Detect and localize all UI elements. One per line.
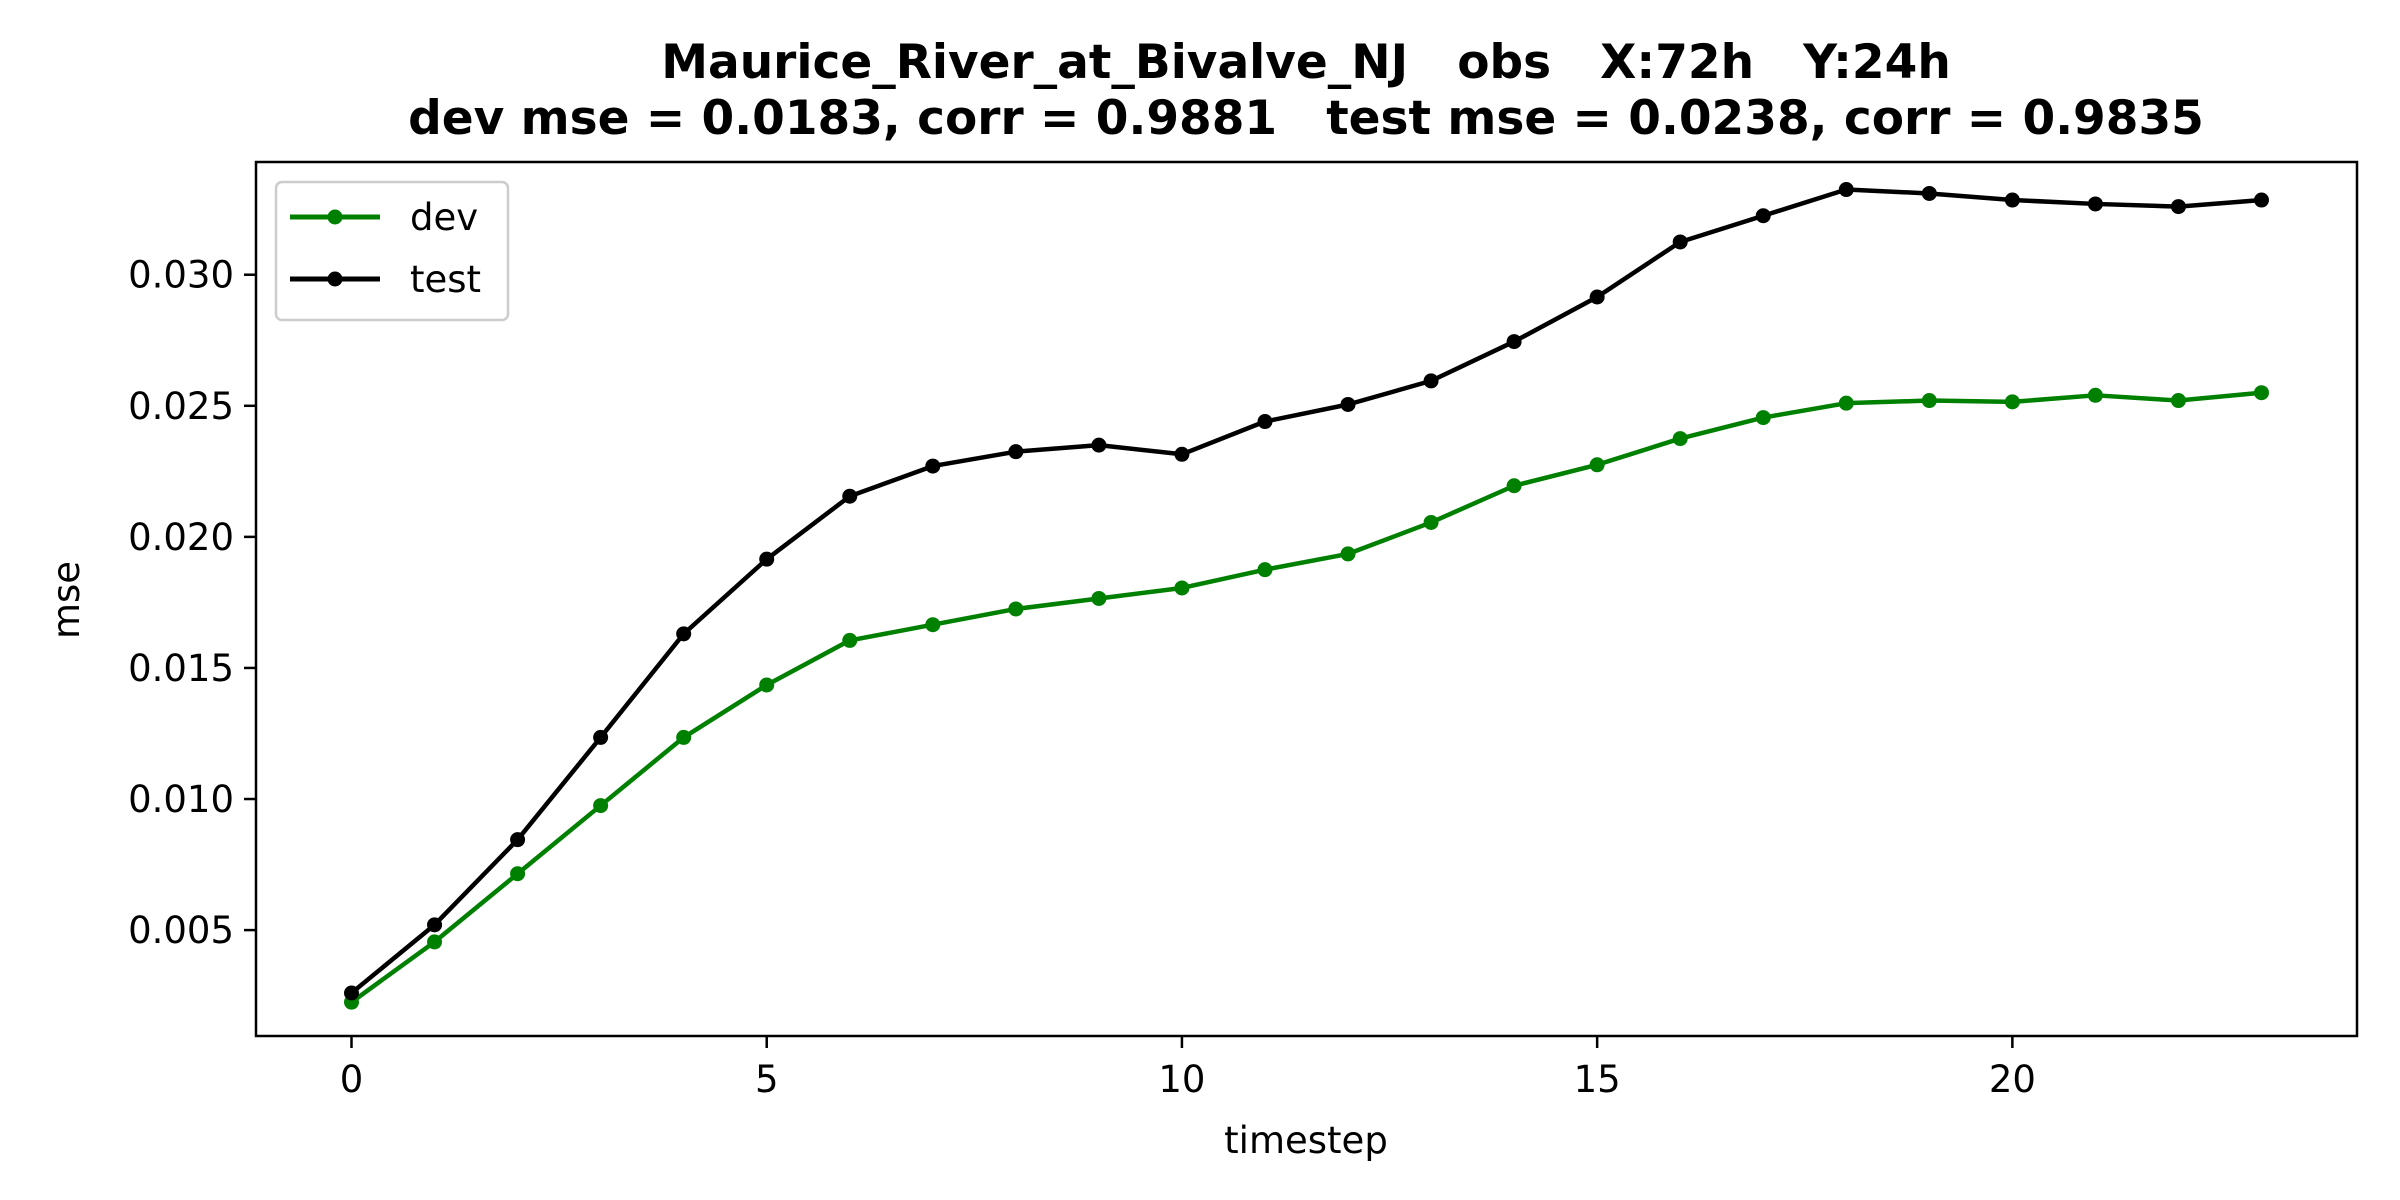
legend-marker-test	[327, 271, 343, 287]
data-point-dev	[1755, 410, 1771, 426]
y-tick-label: 0.025	[128, 385, 234, 428]
data-point-dev	[1423, 514, 1439, 530]
legend-marker-dev	[327, 209, 343, 225]
plot-area-frame	[254, 160, 2359, 1038]
data-point-test	[1257, 414, 1273, 430]
data-point-dev	[510, 866, 526, 882]
data-point-dev	[1589, 457, 1605, 473]
data-point-dev	[759, 677, 775, 693]
x-tick-label: 15	[1574, 1058, 1621, 1101]
data-point-test	[676, 626, 692, 642]
data-point-dev	[676, 729, 692, 745]
x-tick-label: 5	[755, 1058, 779, 1101]
data-point-test	[427, 917, 443, 933]
data-point-test	[344, 985, 359, 1001]
data-point-dev	[1340, 546, 1356, 562]
data-point-dev	[1921, 393, 1937, 409]
y-tick-label: 0.015	[128, 647, 234, 690]
data-point-test	[1672, 234, 1688, 250]
data-point-dev	[593, 798, 609, 814]
x-tick-label: 20	[1989, 1058, 2036, 1101]
data-point-test	[1174, 446, 1190, 462]
data-point-test	[1423, 373, 1439, 389]
x-axis: 0 5 10 15 20	[340, 1036, 2036, 1101]
data-point-dev	[2170, 393, 2186, 409]
data-point-dev	[2254, 385, 2269, 401]
data-point-dev	[842, 632, 858, 648]
data-point-test	[1755, 208, 1771, 224]
legend-label-test: test	[410, 258, 481, 301]
x-tick-label: 10	[1158, 1058, 1205, 1101]
y-axis: 0.005 0.010 0.015 0.020 0.025 0.030	[128, 254, 256, 952]
data-point-dev	[1174, 580, 1190, 596]
y-tick-label: 0.005	[128, 909, 234, 952]
y-axis-label: mse	[45, 561, 88, 639]
data-point-dev	[1008, 601, 1024, 617]
data-point-dev	[2087, 387, 2103, 403]
legend-label-dev: dev	[410, 196, 478, 239]
data-point-dev	[2004, 394, 2020, 410]
data-point-test	[593, 729, 609, 745]
data-point-test	[759, 551, 775, 567]
data-point-test	[1008, 444, 1024, 460]
series-line-test	[348, 187, 2264, 997]
data-point-test	[1506, 334, 1522, 350]
data-point-test	[1340, 396, 1356, 412]
y-tick-label: 0.030	[128, 254, 234, 297]
y-tick-label: 0.010	[128, 778, 234, 821]
x-tick-label: 0	[340, 1058, 364, 1101]
series-line-dev	[348, 390, 2264, 1006]
data-point-test	[2087, 196, 2103, 212]
data-point-dev	[1672, 431, 1688, 447]
series-layer	[344, 182, 2269, 1010]
chart-subtitle: dev mse = 0.0183, corr = 0.9881 test mse…	[408, 91, 2204, 146]
chart-title: Maurice_River_at_Bivalve_NJ obs X:72h Y:…	[661, 35, 1951, 90]
data-point-test	[1921, 185, 1937, 201]
data-point-test	[2004, 192, 2020, 208]
data-point-dev	[1257, 562, 1273, 578]
legend: dev test	[274, 180, 510, 322]
data-point-test	[1838, 182, 1854, 198]
data-point-dev	[925, 617, 941, 633]
data-point-test	[510, 832, 526, 848]
data-point-test	[2254, 192, 2269, 208]
x-axis-label: timestep	[1224, 1119, 1388, 1162]
data-point-dev	[427, 934, 443, 950]
data-point-dev	[1838, 395, 1854, 411]
data-point-test	[925, 458, 941, 474]
data-point-dev	[1506, 478, 1522, 494]
data-point-test	[842, 488, 858, 504]
y-tick-label: 0.020	[128, 516, 234, 559]
data-point-test	[1091, 437, 1107, 453]
data-point-dev	[1091, 590, 1107, 606]
data-point-test	[2170, 199, 2186, 215]
data-point-test	[1589, 289, 1605, 305]
